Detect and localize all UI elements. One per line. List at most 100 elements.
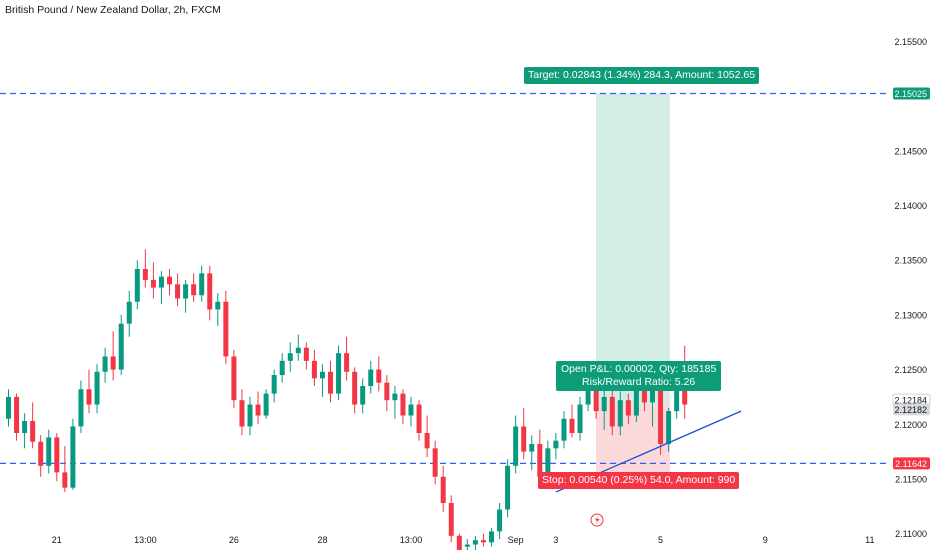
time-tick-label: 5 <box>658 535 663 545</box>
candle-body <box>513 426 519 466</box>
event-marker-group[interactable] <box>590 513 604 527</box>
candle-body <box>38 441 44 466</box>
candle-body <box>633 389 639 416</box>
candle-body <box>368 369 374 386</box>
candle-body <box>674 371 680 412</box>
price-tick-label: 2.12000 <box>894 420 927 430</box>
candle-body <box>553 440 559 449</box>
candle-body <box>70 426 76 488</box>
candle-body <box>46 437 52 466</box>
horizontal-levels <box>0 92 890 464</box>
price-tick-label: 2.15025 <box>894 89 927 99</box>
candle-body <box>352 371 358 405</box>
candle-body <box>384 382 390 401</box>
target-label[interactable]: Target: 0.02843 (1.34%) 284.3, Amount: 1… <box>524 67 760 84</box>
candle-body <box>30 420 36 442</box>
time-tick-label: 11 <box>865 535 874 545</box>
candle-body <box>271 375 277 394</box>
candle-body <box>215 301 221 310</box>
candle-body <box>593 371 599 412</box>
lightning-bolt <box>595 515 600 525</box>
candle-body <box>22 420 28 434</box>
time-tick-label: 26 <box>229 535 239 545</box>
candle-body <box>456 535 462 550</box>
price-tick-label: 2.12184 <box>894 396 927 406</box>
candle-body <box>134 268 140 302</box>
candle-body <box>6 396 11 419</box>
candle-body <box>472 540 478 545</box>
time-tick-label: 9 <box>763 535 768 545</box>
candle-body <box>400 393 406 416</box>
price-tick-label: 2.12182 <box>894 405 927 415</box>
time-tick-label: 13:00 <box>400 535 423 545</box>
candle-body <box>86 389 92 405</box>
candle-body <box>118 323 124 370</box>
candle-body <box>175 284 181 299</box>
candle-body <box>102 356 108 372</box>
candle-body <box>158 276 164 288</box>
candle-body <box>650 385 655 403</box>
candles <box>6 249 688 555</box>
time-tick-label: Sep <box>508 535 524 545</box>
candle-body <box>489 531 494 543</box>
price-tick-label: 2.13500 <box>894 256 927 266</box>
candle-body <box>658 385 664 444</box>
price-tick-label: 2.14500 <box>894 146 927 156</box>
candle-body <box>54 437 60 473</box>
candle-body <box>199 273 205 296</box>
price-axis[interactable]: 2.15500 2.15025 2.14500 2.14000 2.13500 2.130… <box>892 37 931 539</box>
candle-body <box>609 396 615 427</box>
candle-body <box>569 418 575 434</box>
candle-body <box>448 502 454 536</box>
lightning-icon[interactable] <box>590 513 604 527</box>
candle-body <box>561 418 567 441</box>
candle-body <box>207 273 213 310</box>
candle-body <box>601 396 607 412</box>
candle-body <box>167 276 172 285</box>
price-badge <box>893 403 930 416</box>
candle-body <box>336 353 342 394</box>
price-tick-label: 2.11642 <box>895 459 927 469</box>
candle-body <box>328 371 333 394</box>
candle-body <box>78 389 84 427</box>
candle-body <box>625 400 631 416</box>
price-tick-label: 2.12500 <box>894 365 927 375</box>
candle-body <box>295 347 301 354</box>
candle-body <box>126 301 132 324</box>
candle-body <box>319 371 325 379</box>
target-zone[interactable] <box>596 93 670 405</box>
candle-body <box>287 353 293 361</box>
pnl-label[interactable]: Open P&L: 0.00002, Qty: 185185 Risk/Rewa… <box>556 361 722 391</box>
price-badge <box>893 457 930 470</box>
price-tick-label: 2.11500 <box>895 474 927 484</box>
stop-label[interactable]: Stop: 0.00540 (0.25%) 54.0, Amount: 990 <box>538 472 740 489</box>
chart-title: British Pound / New Zealand Dollar, 2h, … <box>5 4 221 16</box>
price-tick-label: 2.14000 <box>894 201 927 211</box>
candle-body <box>231 356 237 401</box>
candle-body <box>94 371 100 405</box>
candle-body <box>263 393 269 416</box>
open-pnl-text: Open P&L: 0.00002, Qty: 185185 <box>561 363 717 375</box>
candle-body <box>303 347 309 361</box>
candle-body <box>480 540 486 543</box>
price-tick-label: 2.15500 <box>894 37 927 47</box>
time-tick-label: 21 <box>52 535 62 545</box>
time-tick-label: 3 <box>553 535 558 545</box>
candle-body <box>142 268 148 280</box>
candle-body <box>440 476 446 503</box>
candle-body <box>617 400 623 427</box>
candle-body <box>424 433 430 449</box>
time-tick-label: 13:00 <box>134 535 157 545</box>
candle-body <box>641 389 647 403</box>
candle-body <box>247 404 253 427</box>
candle-body <box>408 404 414 416</box>
candle-body <box>432 448 438 477</box>
candle-body <box>255 404 261 416</box>
candle-body <box>464 544 470 547</box>
candle-body <box>183 284 189 299</box>
stop-zone[interactable] <box>596 404 670 478</box>
candle-body <box>239 400 245 427</box>
